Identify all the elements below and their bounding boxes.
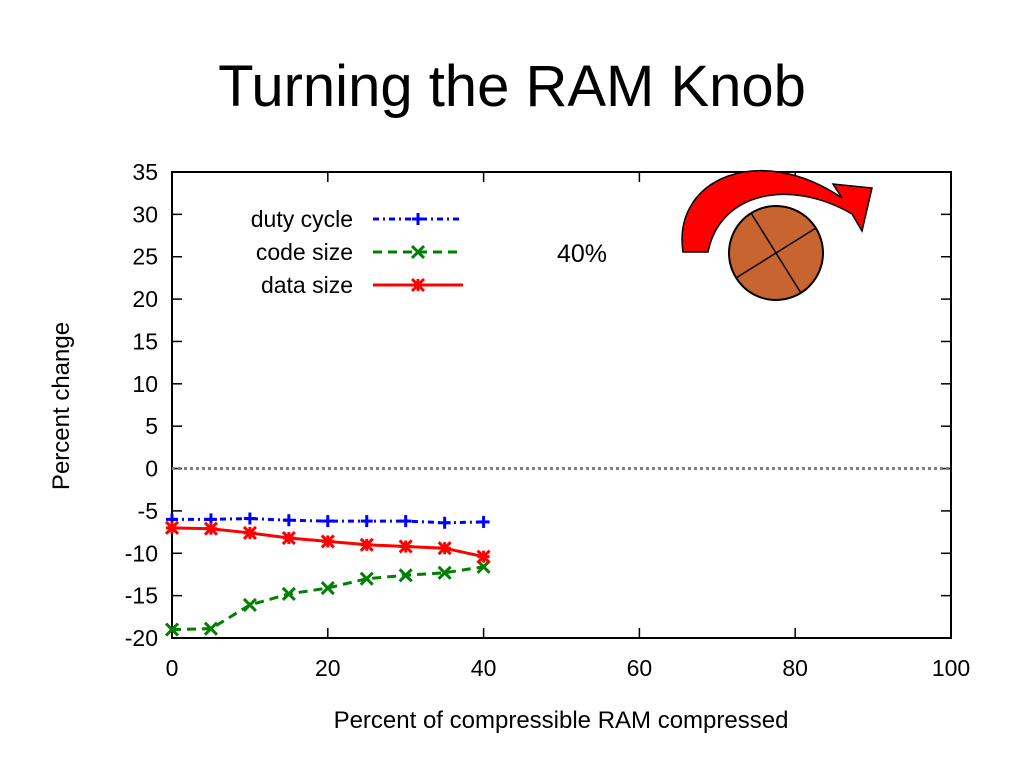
x-tick-label: 60: [627, 655, 653, 681]
data-point-code-size: [320, 580, 335, 596]
series-data-size: [164, 520, 491, 564]
y-tick-label: 35: [132, 159, 158, 185]
series-line-code-size: [171, 565, 484, 632]
y-tick-label: 15: [132, 328, 158, 354]
data-point-data-size: [359, 537, 374, 552]
series-layer: [164, 512, 491, 637]
data-point-data-size: [203, 521, 219, 536]
y-tick-label: 0: [145, 456, 158, 482]
annotation-label: 40%: [557, 240, 607, 268]
y-axis-title: Percent change: [48, 322, 75, 490]
data-point-duty-cycle: [399, 515, 412, 528]
chart-ticks: 35 30 25 20 15 10 5 0 -5 -10 -15 -20 0 20 40 60 80 100: [125, 159, 970, 681]
knob-line: [735, 227, 817, 279]
y-tick-label: 20: [132, 286, 158, 312]
y-tick-label: -10: [125, 540, 158, 566]
data-point-duty-cycle: [360, 515, 373, 528]
data-point-data-size: [242, 525, 257, 540]
y-tick-label: 5: [145, 413, 158, 439]
data-point-code-size: [359, 571, 374, 586]
x-tick-label: 20: [315, 655, 341, 681]
data-point-duty-cycle: [438, 516, 451, 529]
series-duty-cycle: [166, 512, 490, 529]
ram-knob-graphic: [681, 169, 873, 301]
data-point-code-size: [242, 597, 257, 613]
data-point-code-size: [476, 559, 491, 574]
legend-marker-data-size: [410, 277, 426, 293]
legend-marker-code-size: [410, 244, 426, 260]
data-point-duty-cycle: [321, 515, 334, 528]
data-point-data-size: [476, 549, 491, 564]
curved-arrow-icon: [681, 169, 873, 253]
data-point-duty-cycle: [282, 514, 295, 527]
y-tick-label: -20: [125, 625, 158, 651]
data-point-code-size: [437, 565, 452, 580]
chart-legend: duty cycle code size data size: [251, 206, 463, 298]
y-tick-label: -5: [138, 498, 158, 524]
x-tick-label: 100: [932, 655, 970, 681]
data-point-data-size: [164, 520, 180, 535]
data-point-code-size: [164, 622, 180, 637]
data-point-duty-cycle: [243, 512, 256, 525]
x-tick-label: 40: [471, 655, 497, 681]
legend-label-duty-cycle: duty cycle: [251, 206, 353, 232]
x-axis-title: Percent of compressible RAM compressed: [334, 707, 789, 734]
y-tick-label: 10: [132, 371, 158, 397]
data-point-code-size: [398, 568, 413, 583]
y-tick-label: 30: [132, 201, 158, 227]
y-tick-label: -15: [125, 583, 158, 609]
x-tick-label: 80: [782, 655, 808, 681]
data-point-data-size: [281, 530, 296, 546]
legend-marker-duty-cycle: [412, 213, 424, 225]
y-tick-label: 25: [132, 244, 158, 270]
legend-label-code-size: code size: [256, 239, 353, 265]
data-point-code-size: [203, 621, 219, 636]
data-point-data-size: [437, 541, 452, 556]
series-code-size: [164, 559, 491, 637]
plot-frame: [171, 171, 952, 639]
data-point-code-size: [281, 586, 296, 602]
data-point-duty-cycle: [477, 515, 490, 528]
legend-label-data-size: data size: [261, 272, 353, 298]
slide-title: Turning the RAM Knob: [218, 54, 806, 119]
data-point-data-size: [398, 539, 413, 554]
x-tick-label: 0: [166, 655, 179, 681]
chart-axes: [171, 171, 952, 639]
data-point-data-size: [320, 534, 335, 549]
